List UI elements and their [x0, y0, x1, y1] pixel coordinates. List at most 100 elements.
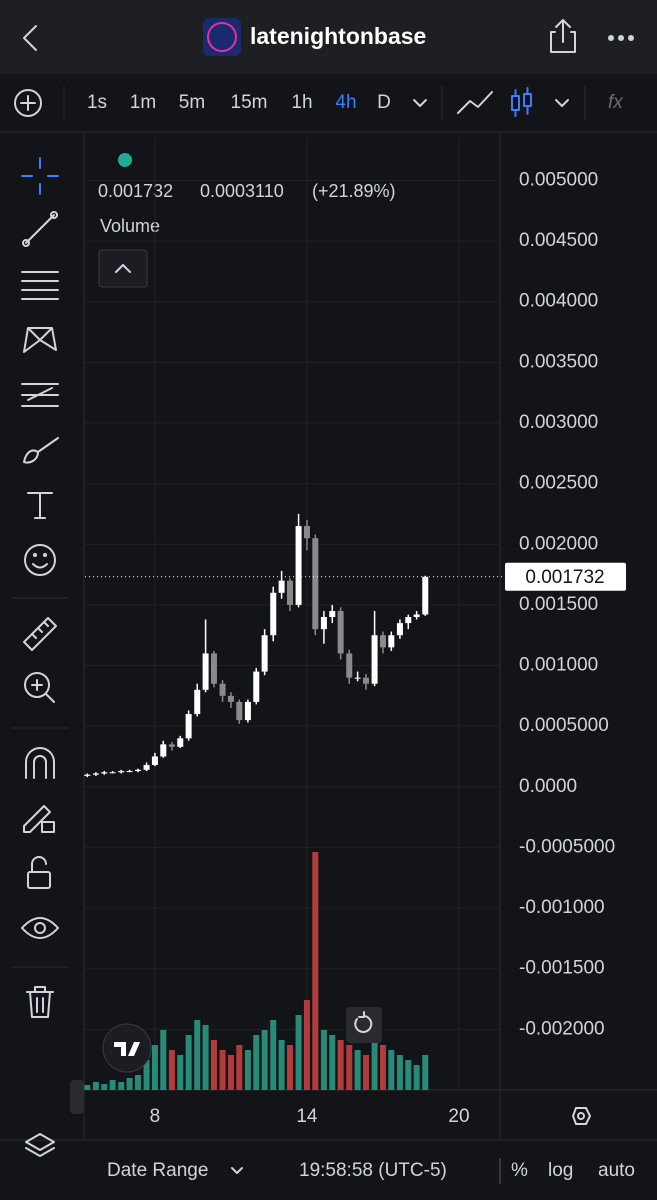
fib-tool[interactable] [21, 383, 59, 407]
candle-body [168, 744, 175, 747]
volume-bar [422, 1055, 429, 1090]
volume-bar [84, 1085, 91, 1090]
volume-bar [177, 1055, 184, 1090]
timeframe-button[interactable]: 1s [87, 92, 107, 113]
drawing-tools [12, 157, 68, 1157]
candle-style-button[interactable] [511, 87, 532, 117]
timeframe-button[interactable]: 1h [291, 92, 312, 113]
x-tick-label: 14 [296, 1106, 318, 1127]
volume-bar [219, 1050, 226, 1090]
emoji-tool[interactable] [24, 544, 56, 576]
volume-bar [379, 1045, 386, 1090]
y-tick-label: 0.0000 [519, 776, 577, 797]
candle-body [261, 635, 268, 672]
volume-bar [270, 1020, 277, 1090]
candle-body [219, 683, 226, 696]
tradingview-logo[interactable] [102, 1023, 152, 1073]
volume-bar [346, 1045, 353, 1090]
volume-bar [143, 1060, 150, 1090]
legend-change: 0.0003110 [200, 181, 284, 201]
timeframe-button[interactable]: 5m [179, 92, 205, 113]
add-button[interactable] [14, 89, 42, 117]
dropdown[interactable] [555, 99, 569, 107]
lines-tool[interactable] [21, 271, 59, 300]
candle-body [337, 610, 344, 654]
timeframe-button[interactable]: 4h [335, 92, 356, 113]
zoom-tool[interactable] [24, 672, 55, 703]
legend-close: 0.001732 [98, 181, 173, 201]
candle-body [286, 580, 293, 605]
visibility-tool[interactable] [21, 917, 59, 939]
candle-body [185, 714, 192, 739]
log-toggle[interactable]: log [548, 1160, 573, 1181]
candle-body [346, 653, 353, 678]
line-style-button[interactable] [457, 91, 493, 114]
volume-bar [185, 1035, 192, 1090]
magnet-tool[interactable] [25, 747, 55, 779]
axis-settings[interactable] [572, 1107, 591, 1125]
y-tick-label: 0.001000 [519, 655, 598, 676]
x-tick-label: 20 [448, 1106, 469, 1127]
date-range-button[interactable]: Date Range [107, 1160, 208, 1181]
pattern-tool[interactable] [23, 327, 57, 353]
timeframe-button[interactable]: 1m [130, 92, 156, 113]
volume-bar [362, 1055, 369, 1090]
candle-body [303, 526, 310, 539]
timeframe-button[interactable]: 15m [231, 92, 268, 113]
auto-toggle[interactable]: auto [598, 1160, 635, 1181]
timeframes: 1s 1m 5m 15m 1h 4h D [87, 92, 391, 113]
reset-button[interactable] [346, 1007, 382, 1043]
more-button[interactable] [608, 35, 634, 41]
timeframe-button[interactable]: D [377, 92, 391, 113]
crosshair-tool[interactable] [21, 157, 59, 195]
clock: 19:58:58 (UTC-5) [299, 1160, 447, 1181]
avatar[interactable] [203, 18, 241, 56]
candle-body [134, 769, 141, 772]
candle-body [396, 623, 403, 636]
share-button[interactable] [550, 19, 576, 53]
volume-bar [227, 1055, 234, 1090]
lock-drawings-tool[interactable] [23, 805, 55, 833]
volume-bar [126, 1078, 133, 1090]
volume-bar [303, 1000, 310, 1090]
volume-bar [118, 1082, 125, 1090]
candle-body [354, 677, 361, 679]
candle-body [413, 614, 420, 618]
candle-body [270, 592, 277, 636]
indicators-button[interactable]: fx [608, 92, 624, 113]
header-bar [0, 0, 657, 74]
y-tick-label: 0.003500 [519, 351, 598, 372]
percent-toggle[interactable]: % [511, 1160, 528, 1181]
volume-bar [371, 1040, 378, 1090]
candle-body [210, 653, 217, 684]
candle-body [371, 635, 378, 684]
layers-button[interactable] [25, 1133, 55, 1157]
plot: 0.005000 0.004500 0.004000 0.003500 0.003000… [84, 138, 626, 1127]
lock-tool[interactable] [27, 856, 51, 889]
candle-body [151, 756, 158, 765]
candle-body [278, 580, 285, 593]
candle-body [388, 635, 395, 648]
candle-body [202, 653, 209, 690]
collapse-panel[interactable] [70, 1080, 84, 1114]
volume-bar [337, 1040, 344, 1090]
collapse-legend[interactable] [98, 249, 148, 288]
volume-bar [210, 1040, 217, 1090]
avatar-ring [207, 22, 237, 52]
dropdown[interactable] [231, 1167, 243, 1174]
volume-bar [329, 1035, 336, 1090]
dropdown[interactable] [413, 99, 427, 107]
volume-bar [202, 1025, 209, 1090]
brush-tool[interactable] [23, 437, 59, 464]
y-tick-label: 0.001500 [519, 594, 598, 615]
volume-bar [244, 1050, 251, 1090]
volume-bar [253, 1035, 260, 1090]
back-button[interactable] [23, 25, 37, 51]
ruler-tool[interactable] [23, 617, 57, 651]
text-tool[interactable] [27, 492, 53, 519]
delete-tool[interactable] [26, 986, 54, 1018]
candle-body [253, 671, 260, 702]
candle-body [92, 773, 99, 775]
trendline-tool[interactable] [22, 211, 58, 247]
